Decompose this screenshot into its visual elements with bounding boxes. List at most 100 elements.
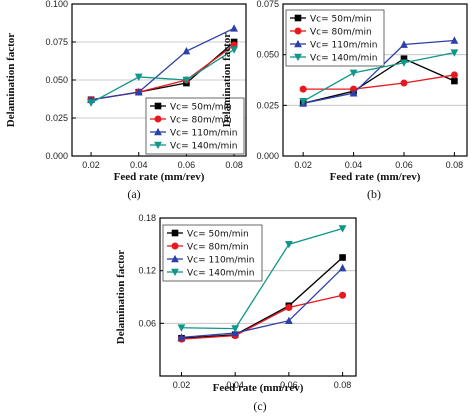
chart-panel-1: 0.000 0.025 0.050 0.075 0.100 0.02 0.04 0.06 0.0… <box>5 0 247 201</box>
legend-marker-3 <box>294 39 302 48</box>
x-tick-label: 0.04 <box>130 160 148 170</box>
data-point-s1-3 <box>400 55 408 63</box>
x-tick-label: 0.08 <box>446 160 464 170</box>
series-line-2 <box>303 74 455 90</box>
y-tick-label: 0.12 <box>138 266 156 276</box>
data-point-s2-1 <box>299 85 307 93</box>
data-point-s4-3 <box>400 59 408 67</box>
data-point-s4-2 <box>134 73 143 82</box>
series-line-3 <box>90 27 235 101</box>
y-tick-label: 0.050 <box>45 75 68 85</box>
y-tick-label: 0.18 <box>138 213 156 223</box>
series-line-4 <box>181 227 343 330</box>
data-point-s4-2 <box>231 325 240 333</box>
legend-marker-3 <box>171 254 179 263</box>
legend-label-1: Vc= 50m/min <box>310 15 372 25</box>
data-point-s3-1 <box>177 333 186 341</box>
plot-frame <box>159 217 357 377</box>
x-tick-label: 0.04 <box>226 380 244 390</box>
x-tick-label: 0.08 <box>334 380 352 390</box>
y-tick-label: 0.000 <box>45 151 68 161</box>
legend-marker-4 <box>154 141 162 150</box>
y-tick-label: 0.100 <box>45 0 68 9</box>
x-axis-label: Feed rate (mm/rev) <box>330 171 421 183</box>
y-tick-label: 0.025 <box>256 100 279 110</box>
data-point-s1-4 <box>451 77 458 85</box>
series-line-2 <box>181 294 343 340</box>
legend-box <box>162 224 263 282</box>
legend-marker-4 <box>294 53 302 62</box>
data-point-s4-4 <box>338 225 347 233</box>
legend-marker-2 <box>154 115 162 123</box>
y-tick-label: 0.06 <box>138 318 156 328</box>
data-point-s2-4 <box>450 71 458 79</box>
x-tick-label: 0.06 <box>280 380 298 390</box>
data-point-s3-4 <box>230 24 238 32</box>
y-tick-label: 0.075 <box>45 37 68 47</box>
legend-label-4: Vc= 140m/min <box>187 269 254 279</box>
legend-label-4: Vc= 140m/min <box>170 142 237 152</box>
legend-label-3: Vc= 110m/min <box>310 41 377 51</box>
series-line-1 <box>303 57 455 104</box>
y-tick-label: 0.025 <box>45 113 68 123</box>
data-point-s4-2 <box>349 69 358 78</box>
x-axis-label: Feed rate (mm/rev) <box>213 382 304 394</box>
data-point-s4-1 <box>177 324 186 332</box>
series-line-3 <box>181 267 344 339</box>
data-point-s3-4 <box>338 263 347 272</box>
y-tick-label: 0.050 <box>256 50 279 60</box>
data-point-s3-2 <box>349 89 358 97</box>
x-axis-label: Feed rate (mm/rev) <box>114 171 205 183</box>
x-tick-label: 0.08 <box>225 160 243 170</box>
data-point-s3-3 <box>182 47 191 55</box>
x-tick-label: 0.04 <box>345 160 363 170</box>
legend-label-2: Vc= 80m/min <box>310 28 372 38</box>
legend-label-3: Vc= 110m/min <box>170 129 237 139</box>
data-point-s4-1 <box>299 97 308 106</box>
x-tick-label: 0.02 <box>173 380 191 390</box>
legend-marker-1 <box>171 229 179 237</box>
legend-marker-4 <box>171 268 179 277</box>
data-point-s4-4 <box>230 46 238 54</box>
data-point-s4-3 <box>182 76 191 85</box>
data-point-s2-3 <box>285 304 293 312</box>
data-point-s4-1 <box>87 99 95 107</box>
data-point-s4-4 <box>450 49 459 57</box>
data-point-s3-2 <box>134 88 143 96</box>
data-point-s2-4 <box>339 291 347 299</box>
x-tick-label: 0.02 <box>82 160 100 170</box>
data-point-s2-3 <box>400 79 408 87</box>
x-tick-label: 0.06 <box>178 160 196 170</box>
series-line-4 <box>90 49 235 104</box>
legend-label-4: Vc= 140m/min <box>310 54 377 64</box>
x-tick-label: 0.06 <box>395 160 413 170</box>
panel-caption: (c) <box>253 399 266 413</box>
legend-marker-1 <box>154 102 162 110</box>
legend-label-2: Vc= 80m/min <box>187 243 249 253</box>
legend-label-1: Vc= 50m/min <box>187 230 249 240</box>
panel-caption: (a) <box>127 187 140 201</box>
legend-label-2: Vc= 80m/min <box>170 116 232 126</box>
panel-caption: (b) <box>367 187 381 201</box>
plot-frame <box>282 3 468 157</box>
y-axis-label: Delamination factor <box>221 33 233 128</box>
chart-panel-2: 0.000 0.025 0.050 0.075 0.02 0.04 0.06 0.08 Vc= … <box>221 0 468 201</box>
legend-label-3: Vc= 110m/min <box>187 256 254 266</box>
x-tick-label: 0.02 <box>294 160 312 170</box>
legend-marker-3 <box>154 127 162 136</box>
series-line-1 <box>181 257 344 339</box>
data-point-s3-3 <box>284 316 293 324</box>
data-point-s3-3 <box>400 40 408 48</box>
y-tick-label: 0.075 <box>256 0 279 9</box>
data-point-s1-4 <box>339 254 346 261</box>
data-point-s4-3 <box>284 241 293 249</box>
plot-frame <box>71 3 247 157</box>
series-line-3 <box>303 39 455 104</box>
y-axis-label: Delamination factor <box>115 250 127 345</box>
legend-marker-2 <box>171 242 179 250</box>
legend-marker-2 <box>294 27 302 35</box>
series-line-4 <box>302 52 455 102</box>
y-tick-label: 0.000 <box>256 151 279 161</box>
legend-marker-1 <box>294 14 302 22</box>
